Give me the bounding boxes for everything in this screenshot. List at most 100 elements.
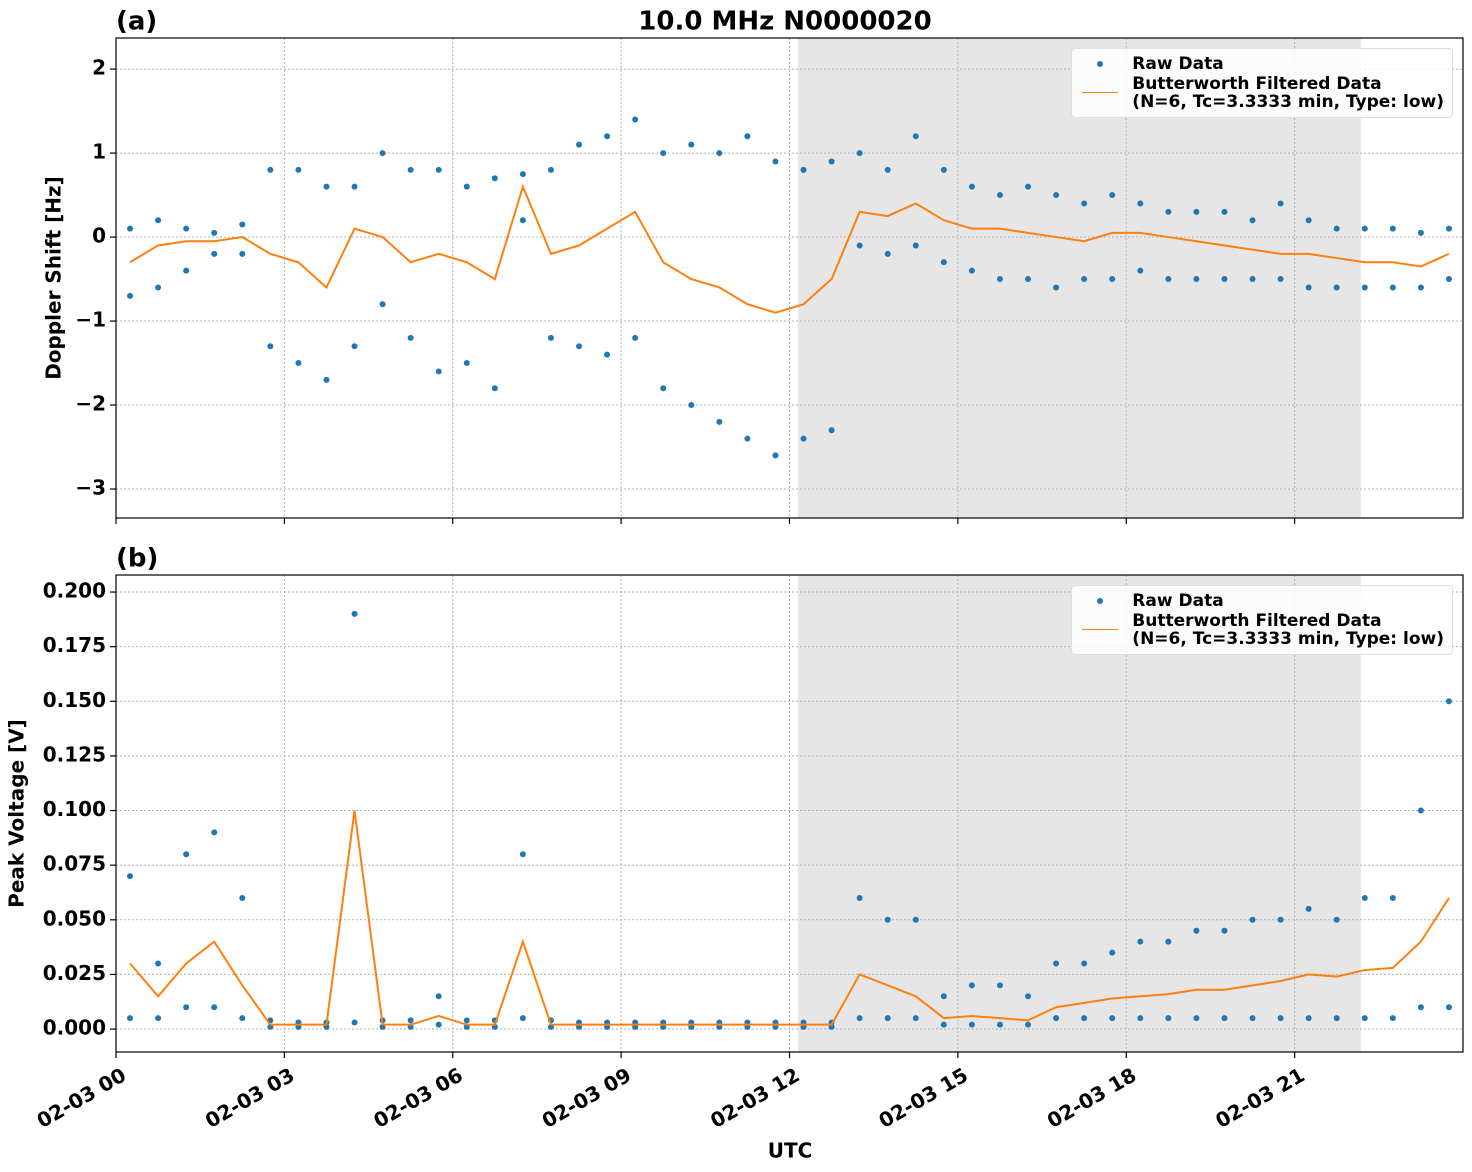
raw-point <box>1249 217 1256 224</box>
raw-point <box>996 276 1003 283</box>
raw-point <box>1445 1004 1452 1011</box>
raw-point <box>491 175 498 182</box>
raw-point <box>1445 225 1452 232</box>
raw-point <box>772 452 779 459</box>
raw-point <box>1165 938 1172 945</box>
raw-point <box>1109 1015 1116 1022</box>
x-tick-label: 02-03 00 <box>33 1063 131 1133</box>
raw-point <box>1221 208 1228 215</box>
raw-point <box>239 250 246 257</box>
raw-point <box>940 259 947 266</box>
raw-point <box>800 435 807 442</box>
raw-point <box>1053 960 1060 967</box>
raw-point <box>856 894 863 901</box>
y-tick-label: 0.075 <box>43 852 106 876</box>
raw-point <box>968 1021 975 1028</box>
raw-point <box>912 242 919 249</box>
raw-point <box>604 133 611 140</box>
raw-point <box>127 225 134 232</box>
legend-entry: Butterworth Filtered Data (N=6, Tc=3.333… <box>1080 75 1444 111</box>
legend-label: Butterworth Filtered Data (N=6, Tc=3.333… <box>1132 611 1444 649</box>
raw-point <box>1389 225 1396 232</box>
raw-point <box>884 916 891 923</box>
legend-entry: Butterworth Filtered Data (N=6, Tc=3.333… <box>1080 612 1444 648</box>
y-tick-label: 0.000 <box>43 1016 106 1040</box>
raw-point <box>379 150 386 157</box>
raw-point <box>1193 208 1200 215</box>
raw-point <box>1221 1015 1228 1022</box>
raw-point <box>155 217 162 224</box>
panel-label: (a) <box>116 7 157 37</box>
raw-point <box>1417 284 1424 291</box>
raw-point <box>996 982 1003 989</box>
y-tick-label: 0.050 <box>43 906 106 930</box>
legend: Raw Data Butterworth Filtered Data (N=6, … <box>1071 585 1453 655</box>
raw-point <box>1137 200 1144 207</box>
raw-point <box>1417 1004 1424 1011</box>
raw-point <box>1221 276 1228 283</box>
raw-point <box>688 402 695 409</box>
raw-point <box>211 1004 218 1011</box>
raw-point <box>912 1015 919 1022</box>
legend-label: Butterworth Filtered Data (N=6, Tc=3.333… <box>1132 74 1444 112</box>
raw-point <box>940 1021 947 1028</box>
raw-point <box>1025 183 1032 190</box>
raw-point <box>463 183 470 190</box>
x-tick-label: 02-03 15 <box>874 1063 972 1133</box>
panel-label: (b) <box>116 544 158 574</box>
raw-point <box>1249 1015 1256 1022</box>
raw-point <box>183 1004 190 1011</box>
raw-point <box>1165 276 1172 283</box>
raw-point <box>155 284 162 291</box>
raw-point <box>1277 916 1284 923</box>
x-tick-label: 02-03 18 <box>1043 1063 1141 1133</box>
raw-point <box>435 166 442 173</box>
raw-point <box>435 1021 442 1028</box>
raw-point <box>884 250 891 257</box>
raw-point <box>968 982 975 989</box>
legend-entry: Raw Data <box>1080 55 1444 73</box>
raw-point <box>1361 1015 1368 1022</box>
raw-point <box>1081 276 1088 283</box>
raw-point <box>632 116 639 123</box>
raw-point <box>1333 916 1340 923</box>
raw-point <box>1165 1015 1172 1022</box>
raw-point <box>660 150 667 157</box>
x-tick-label: 02-03 03 <box>201 1063 299 1133</box>
raw-point <box>127 292 134 299</box>
raw-point <box>183 267 190 274</box>
legend: Raw Data Butterworth Filtered Data (N=6, … <box>1071 48 1453 118</box>
raw-point <box>1081 1015 1088 1022</box>
raw-point <box>688 141 695 148</box>
legend-marker <box>1097 598 1104 604</box>
raw-point <box>1137 938 1144 945</box>
raw-point <box>744 435 751 442</box>
legend-marker <box>1097 61 1104 67</box>
raw-point <box>1445 276 1452 283</box>
y-tick-label: 0.025 <box>43 961 106 985</box>
raw-point <box>1277 200 1284 207</box>
raw-point <box>127 1015 134 1022</box>
raw-point <box>576 141 583 148</box>
legend-entry: Raw Data <box>1080 592 1444 610</box>
legend-key <box>1097 61 1104 67</box>
raw-point <box>828 158 835 165</box>
y-tick-label: 2 <box>92 56 106 80</box>
raw-point <box>323 376 330 383</box>
raw-point <box>1305 217 1312 224</box>
raw-point <box>1193 276 1200 283</box>
x-tick-label: 02-03 09 <box>538 1063 636 1133</box>
raw-point <box>996 192 1003 199</box>
raw-point <box>744 133 751 140</box>
x-tick-label: 02-03 12 <box>706 1063 804 1133</box>
y-tick-label: 0.150 <box>43 688 106 712</box>
raw-point <box>1249 916 1256 923</box>
raw-point <box>239 894 246 901</box>
raw-point <box>547 166 554 173</box>
raw-point <box>1333 1015 1340 1022</box>
raw-point <box>127 873 134 880</box>
legend-key <box>1082 629 1119 630</box>
x-axis-label: UTC <box>768 1139 813 1163</box>
raw-point <box>351 610 358 617</box>
raw-point <box>323 183 330 190</box>
